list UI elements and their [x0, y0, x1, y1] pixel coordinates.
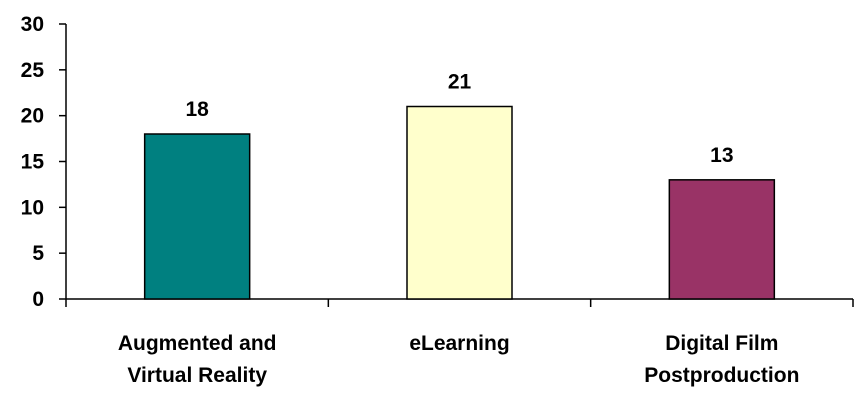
y-tick-label: 10: [21, 196, 44, 219]
bar: [143, 133, 251, 300]
bar: [406, 105, 513, 300]
x-category-label: Digital Film: [665, 332, 778, 355]
x-category-label: eLearning: [409, 332, 509, 355]
data-label: 21: [448, 71, 472, 94]
bar: [668, 179, 776, 300]
y-tick-label: 25: [21, 59, 45, 82]
bars: [143, 105, 776, 300]
data-label: 13: [710, 144, 733, 167]
data-label: 18: [185, 98, 209, 121]
labels: 0 5 10 15 20 25 30 18 Augmented and Virtual Reali…: [21, 13, 800, 387]
x-category-label: Augmented and: [118, 332, 277, 355]
x-category-label: Virtual Reality: [127, 364, 267, 387]
y-tick-label: 20: [21, 105, 44, 128]
y-tick-label: 15: [21, 151, 45, 174]
y-tick-label: 0: [32, 288, 44, 311]
y-tick-label: 30: [21, 13, 44, 36]
y-tick-label: 5: [32, 242, 44, 265]
x-category-label: Postproduction: [644, 364, 799, 387]
